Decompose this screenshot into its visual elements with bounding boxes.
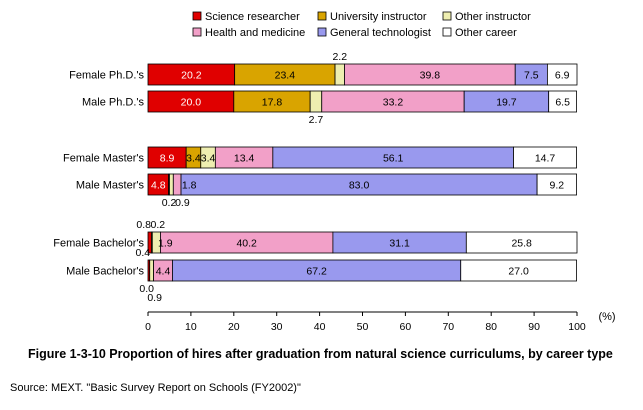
value-label-male-ph-d-s-general-technologist: 19.7 [496,97,517,109]
bar-segment-male-master-s-other-instructor [169,173,174,196]
x-tick-label-20: 20 [228,321,240,333]
x-axis-unit-label: (%) [598,311,615,323]
legend-label-general-technologist: General technologist [330,27,431,39]
value-label-female-bachelor-s-other-instructor: 1.9 [158,238,173,250]
value-label-female-master-s-health-and-medicine: 13.4 [234,153,255,165]
figure-caption-title: Figure 1-3-10 Proportion of hires after … [28,347,613,361]
figure-caption-source: Source: MEXT. "Basic Survey Report on Sc… [10,382,301,394]
category-label-male-master-s: Male Master's [76,180,145,192]
x-tick-label-90: 90 [528,321,540,333]
value-label-female-ph-d-s-health-and-medicine: 39.8 [420,70,441,82]
value-label-female-ph-d-s-general-technologist: 7.5 [524,70,539,82]
value-label-male-master-s-health-and-medicine: 1.8 [182,180,197,192]
legend-label-other-career: Other career [455,27,517,39]
bar-segment-female-ph-d-s-other-instructor [334,63,345,86]
category-label-female-master-s: Female Master's [63,153,144,165]
value-label-male-bachelor-s-university-instructor: 0.0 [139,283,154,295]
legend-swatch-other-career [442,27,452,37]
bar-segment-male-bachelor-s-other-career [460,259,577,282]
category-label-female-bachelor-s: Female Bachelor's [53,238,144,250]
legend-swatch-health-and-medicine [192,27,202,37]
x-tick-label-100: 100 [568,321,586,333]
value-label-male-master-s-university-instructor: 0.2 [162,197,177,209]
value-label-male-master-s-general-technologist: 83.0 [349,180,370,192]
bar-segment-male-master-s-health-and-medicine [172,173,182,196]
value-label-female-master-s-university-instructor: 3.4 [186,153,201,165]
value-label-male-ph-d-s-science-researcher: 20.0 [181,97,202,109]
category-label-male-ph-d-s: Male Ph.D.'s [82,97,145,109]
x-tick-label-0: 0 [145,321,151,333]
value-label-male-ph-d-s-health-and-medicine: 33.2 [383,97,404,109]
value-label-male-bachelor-s-health-and-medicine: 4.4 [156,266,171,278]
legend-swatch-general-technologist [317,27,327,37]
value-label-female-ph-d-s-other-instructor: 2.2 [332,51,347,63]
value-label-male-master-s-other-career: 9.2 [550,180,565,192]
bar-segment-female-ph-d-s-other-career [546,63,578,86]
legend-label-health-and-medicine: Health and medicine [205,27,305,39]
bar-segment-male-bachelor-s-other-instructor [149,259,154,282]
x-tick-label-10: 10 [185,321,197,333]
value-label-female-bachelor-s-science-researcher: 0.8 [136,219,151,231]
value-label-male-ph-d-s-other-career: 6.5 [555,97,570,109]
value-label-male-bachelor-s-general-technologist: 67.2 [306,266,327,278]
value-label-female-master-s-other-instructor: 3.4 [201,153,216,165]
value-label-female-bachelor-s-health-and-medicine: 40.2 [236,238,257,250]
x-tick-label-80: 80 [485,321,497,333]
legend-swatch-other-instructor [442,11,452,21]
x-tick-label-50: 50 [357,321,369,333]
legend-label-science-researcher: Science researcher [205,11,300,23]
value-label-female-master-s-other-career: 14.7 [535,153,556,165]
bar-segment-male-master-s-other-career [536,173,577,196]
bar-segment-female-bachelor-s-other-career [465,231,578,254]
value-label-male-bachelor-s-other-instructor: 0.9 [147,292,162,304]
category-label-female-ph-d-s: Female Ph.D.'s [69,70,144,82]
category-label-male-bachelor-s: Male Bachelor's [66,266,144,278]
value-label-female-master-s-general-technologist: 56.1 [383,153,404,165]
x-tick-label-70: 70 [442,321,454,333]
value-label-male-master-s-other-instructor: 0.9 [175,197,190,209]
bar-segment-male-ph-d-s-other-instructor [309,90,323,113]
legend-label-university-instructor: University instructor [330,11,427,23]
legend-swatch-university-instructor [317,11,327,21]
stacked-bar-chart: Science researcher University instructor O… [53,11,615,333]
value-label-male-ph-d-s-university-instructor: 17.8 [262,97,283,109]
x-tick-label-30: 30 [271,321,283,333]
value-label-female-bachelor-s-other-career: 25.8 [511,238,532,250]
legend-swatch-science-researcher [192,11,202,21]
value-label-male-bachelor-s-science-researcher: 0.4 [136,247,151,259]
value-label-female-ph-d-s-other-career: 6.9 [555,70,570,82]
x-tick-label-60: 60 [400,321,412,333]
value-label-female-bachelor-s-university-instructor: 0.2 [151,219,166,231]
value-label-female-bachelor-s-general-technologist: 31.1 [389,238,410,250]
value-label-male-master-s-science-researcher: 4.8 [151,180,166,192]
value-label-male-ph-d-s-other-instructor: 2.7 [309,114,324,126]
value-label-female-ph-d-s-university-instructor: 23.4 [275,70,296,82]
value-label-female-ph-d-s-science-researcher: 20.2 [181,70,202,82]
legend-label-other-instructor: Other instructor [455,11,531,23]
value-label-male-bachelor-s-other-career: 27.0 [508,266,529,278]
x-tick-label-40: 40 [314,321,326,333]
bar-segment-female-master-s-other-career [513,146,577,169]
bar-segment-male-ph-d-s-other-career [548,90,577,113]
value-label-female-master-s-science-researcher: 8.9 [160,153,175,165]
